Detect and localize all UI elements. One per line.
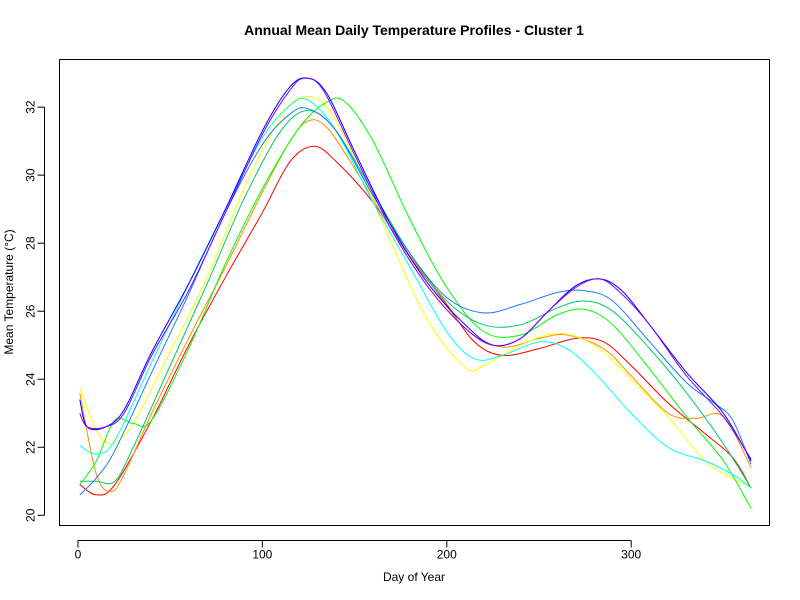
series-line-3 xyxy=(79,95,752,487)
series-line-7 xyxy=(79,107,752,496)
y-tick-label: 22 xyxy=(24,440,38,454)
y-tick-label: 20 xyxy=(24,508,38,522)
y-tick-label: 28 xyxy=(24,236,38,250)
y-tick-label: 26 xyxy=(24,304,38,318)
x-tick-label: 0 xyxy=(75,548,82,562)
series-layer xyxy=(79,77,752,509)
x-tick-label: 300 xyxy=(621,548,641,562)
series-line-6 xyxy=(79,97,752,489)
y-axis-label: Mean Temperature (°C) xyxy=(2,229,16,354)
series-line-4 xyxy=(79,97,752,509)
series-line-5 xyxy=(79,110,752,489)
y-tick-label: 30 xyxy=(24,168,38,182)
x-tick-label: 100 xyxy=(252,548,272,562)
series-line-8 xyxy=(79,77,752,462)
plot-area xyxy=(59,59,770,526)
x-tick-label: 200 xyxy=(437,548,457,562)
series-line-1 xyxy=(79,145,752,496)
series-line-9 xyxy=(79,77,752,460)
y-axis: 20 22 24 26 28 30 32 xyxy=(24,100,45,522)
x-axis-label: Day of Year xyxy=(383,570,445,584)
x-axis: 0 100 200 300 xyxy=(75,540,642,562)
y-tick-label: 24 xyxy=(24,372,38,386)
y-tick-label: 32 xyxy=(24,100,38,114)
series-line-2 xyxy=(79,119,752,492)
chart-title: Annual Mean Daily Temperature Profiles -… xyxy=(244,22,584,38)
